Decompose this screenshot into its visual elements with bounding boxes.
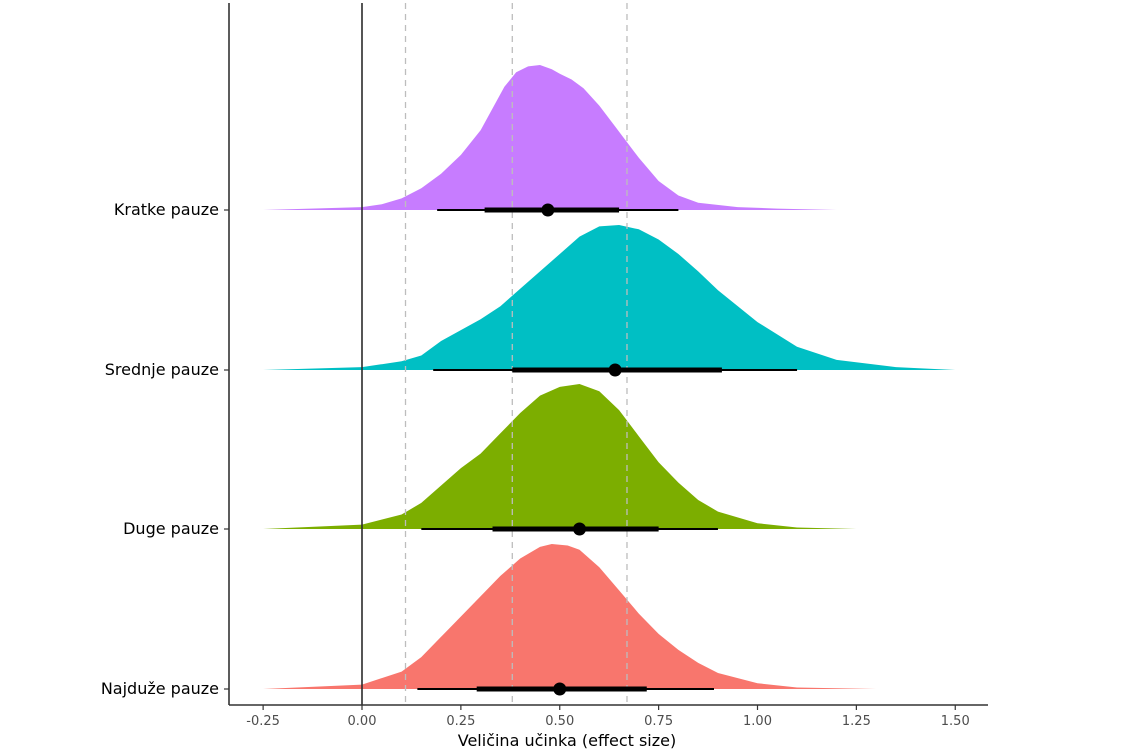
category-labels: Kratke pauze Srednje pauze Duge pauze Najdu… [101, 200, 219, 698]
category-label: Kratke pauze [114, 200, 219, 219]
x-tick-label: 0.75 [644, 714, 673, 729]
x-tick-label: 0.25 [446, 714, 475, 729]
density-kratke-pauze [263, 65, 936, 210]
category-label: Srednje pauze [105, 360, 219, 379]
x-tick-label: 0.00 [348, 714, 377, 729]
density-najduže-pauze [263, 544, 936, 689]
axes-layer: -0.25 0.00 0.25 0.50 0.75 1.00 1.25 1.50 [224, 3, 988, 729]
x-tick-label: 1.50 [941, 714, 970, 729]
x-axis-title: Veličina učinka (effect size) [458, 731, 676, 749]
x-tick-label: -0.25 [246, 714, 280, 729]
category-label: Najduže pauze [101, 679, 219, 698]
density-layer [263, 65, 956, 689]
category-label: Duge pauze [123, 519, 219, 538]
density-duge-pauze [263, 384, 936, 529]
dashed-reference-lines [404, 3, 628, 705]
x-tick-label: 1.00 [743, 714, 772, 729]
point-estimate-kratke-pauze [541, 203, 555, 217]
interval-layer [417, 203, 798, 696]
point-estimate-duge-pauze [573, 522, 587, 536]
density-srednje-pauze [263, 225, 956, 370]
point-estimate-srednje-pauze [608, 363, 622, 377]
point-estimate-najduže-pauze [553, 682, 567, 696]
x-tick-label: 0.50 [545, 714, 574, 729]
x-tick-label: 1.25 [842, 714, 871, 729]
